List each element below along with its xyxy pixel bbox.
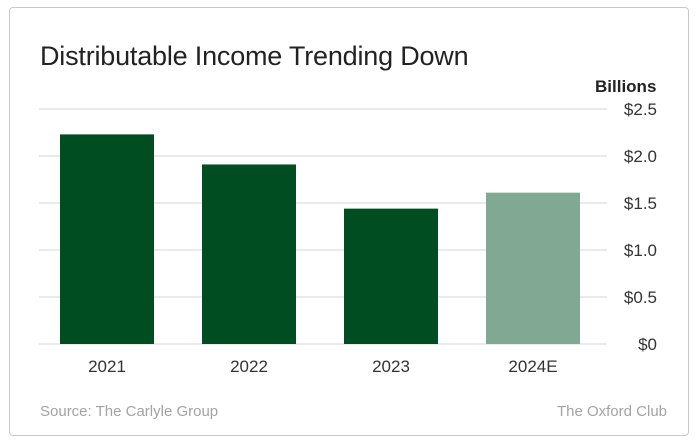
y-tick-label: $2.5	[624, 100, 657, 119]
x-tick-label: 2021	[88, 357, 126, 376]
y-axis-unit-label: Billions	[595, 77, 657, 96]
y-tick-label: $0	[638, 335, 657, 354]
chart-title: Distributable Income Trending Down	[40, 41, 469, 71]
y-tick-label: $1.0	[624, 241, 657, 260]
bar	[202, 164, 296, 344]
y-tick-label: $2.0	[624, 147, 657, 166]
x-tick-label: 2022	[230, 357, 268, 376]
x-tick-label: 2024E	[508, 357, 557, 376]
bar	[486, 192, 580, 344]
brand-label: The Oxford Club	[556, 403, 667, 420]
source-note: Source: The Carlyle Group	[40, 403, 219, 420]
x-tick-label: 2023	[372, 357, 410, 376]
bar-chart: $0 $0.5 $1.0 $1.5 $2.0 $2.5 2021 2022 2023 2024E	[39, 100, 657, 376]
bar	[344, 208, 438, 344]
y-tick-label: $1.5	[624, 194, 657, 213]
y-tick-label: $0.5	[624, 288, 657, 307]
bar	[60, 134, 154, 344]
chart-card: Distributable Income Trending Down Billi…	[9, 7, 689, 436]
